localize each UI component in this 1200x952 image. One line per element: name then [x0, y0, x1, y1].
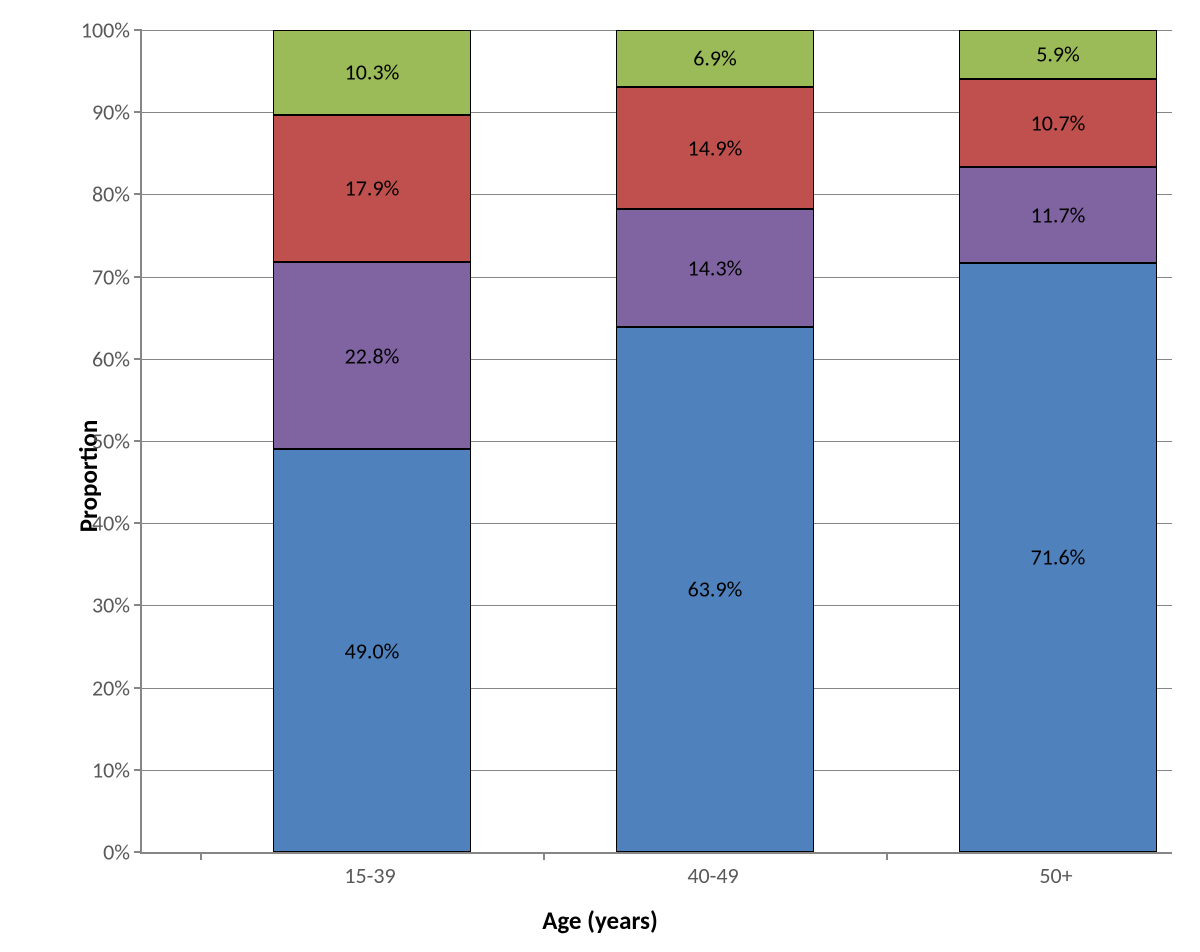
bar-segment-label: 17.9%	[273, 175, 471, 202]
y-tick-mark	[134, 111, 142, 113]
y-tick-mark	[134, 769, 142, 771]
bar-segment-label: 10.7%	[959, 109, 1157, 136]
y-tick-label: 90%	[70, 99, 130, 126]
y-tick-label: 30%	[70, 592, 130, 619]
bar-segment-label: 22.8%	[273, 342, 471, 369]
y-tick-label: 50%	[70, 428, 130, 455]
y-tick-mark	[134, 440, 142, 442]
x-axis-title: Age (years)	[542, 905, 658, 936]
bar-segment-label: 63.9%	[616, 576, 814, 603]
bar-segment-label: 10.3%	[273, 59, 471, 86]
x-tick-label: 15-39	[344, 862, 395, 889]
x-tick-label: 50+	[1039, 862, 1072, 889]
x-tick-mark	[543, 852, 545, 860]
y-tick-label: 70%	[70, 263, 130, 290]
x-tick-mark	[200, 852, 202, 860]
y-tick-label: 80%	[70, 181, 130, 208]
y-tick-label: 60%	[70, 345, 130, 372]
bar-segment-label: 14.9%	[616, 134, 814, 161]
bar-group: 49.0% 22.8% 17.9% 10.3%	[273, 30, 471, 852]
y-tick-mark	[134, 276, 142, 278]
stacked-bar-chart: Proportion Age (years) 49.0%22.8%17.9%10…	[0, 0, 1200, 952]
bar-segment-label: 5.9%	[959, 41, 1157, 68]
y-tick-label: 0%	[70, 839, 130, 866]
bar-segment-label: 11.7%	[959, 201, 1157, 228]
x-tick-label: 40-49	[687, 862, 738, 889]
y-tick-label: 100%	[70, 17, 130, 44]
bar-segment-label: 71.6%	[959, 544, 1157, 571]
y-tick-mark	[134, 522, 142, 524]
y-tick-mark	[134, 29, 142, 31]
bar-segment-label: 14.3%	[616, 254, 814, 281]
y-tick-label: 10%	[70, 756, 130, 783]
y-tick-label: 40%	[70, 510, 130, 537]
plot-area: 49.0% 22.8% 17.9% 10.3% 63.9% 14.3% 14.9% 6.9% 7…	[140, 30, 1172, 854]
y-tick-mark	[134, 604, 142, 606]
y-tick-mark	[134, 687, 142, 689]
y-tick-mark	[134, 358, 142, 360]
y-tick-mark	[134, 851, 142, 853]
bar-group: 71.6% 11.7% 10.7% 5.9%	[959, 30, 1157, 852]
bar-segment-label: 49.0%	[273, 637, 471, 664]
y-tick-label: 20%	[70, 674, 130, 701]
y-tick-mark	[134, 193, 142, 195]
bar-group: 63.9% 14.3% 14.9% 6.9%	[616, 30, 814, 852]
bar-segment-label: 6.9%	[616, 45, 814, 72]
x-tick-mark	[886, 852, 888, 860]
